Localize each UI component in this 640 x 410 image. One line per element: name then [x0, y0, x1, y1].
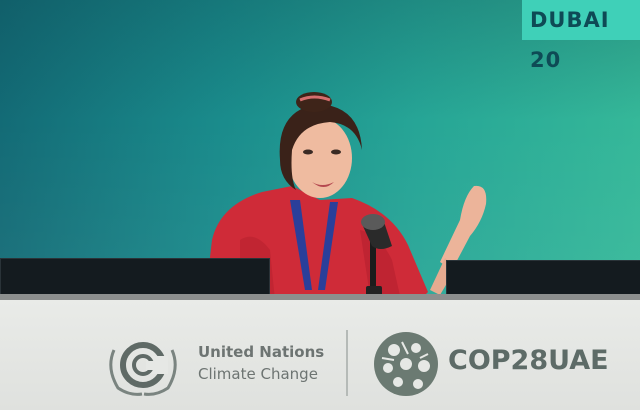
desk-top-edge	[0, 294, 640, 302]
lanyard	[290, 200, 312, 290]
face	[288, 118, 352, 198]
desk-monitor-right	[446, 260, 640, 298]
desk-monitor-left	[0, 258, 270, 298]
cop28-emblem-icon	[374, 332, 438, 396]
desk-front-panel	[0, 300, 640, 410]
un-line1: United Nations	[198, 343, 325, 361]
cop28uae-text: COP28UAE	[448, 345, 609, 376]
raised-hand	[440, 185, 487, 270]
hair	[279, 104, 362, 190]
un-line2: Climate Change	[198, 365, 318, 383]
microphone-stand	[370, 240, 376, 296]
unfccc-logo-icon	[109, 342, 177, 396]
location-banner: DUBAI 20	[522, 0, 640, 72]
sign-divider	[346, 330, 348, 396]
un-climate-text: United Nations Climate Change	[198, 341, 324, 385]
